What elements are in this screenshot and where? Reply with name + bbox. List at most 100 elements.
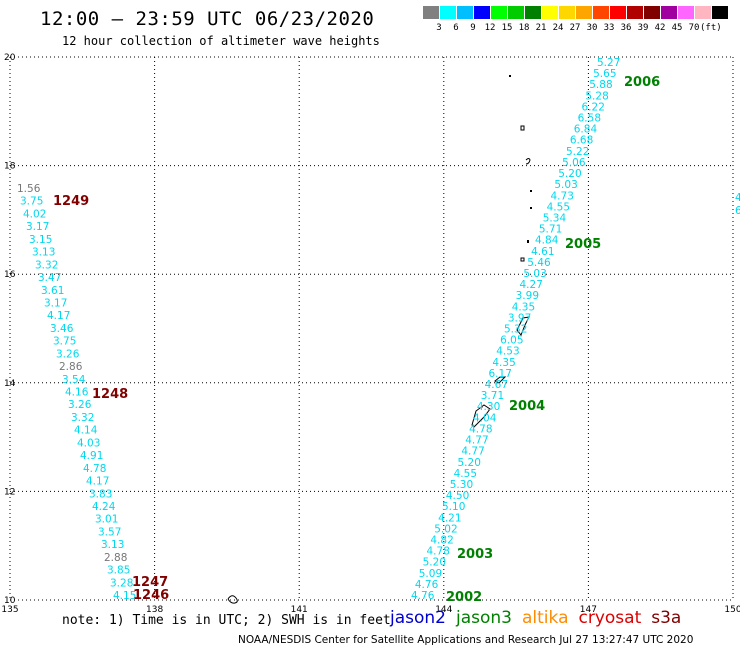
wave-height-label: 6.05 [500, 335, 523, 347]
wave-height-label: 3.97 [508, 312, 531, 324]
edge-labels: 46 [735, 192, 740, 217]
island-outline [494, 376, 507, 384]
wave-height-label: 4.55 [454, 468, 477, 480]
longitude-label: 144 [435, 605, 452, 615]
latitude-label: 10 [4, 596, 16, 606]
wave-height-label: 3.17 [26, 221, 49, 233]
island-outline [471, 404, 491, 428]
wave-height-label: 3.26 [68, 399, 92, 411]
pass-time-label: 2004 [509, 399, 545, 414]
wave-height-label: 4 [735, 192, 740, 204]
wave-height-label: 4.17 [86, 476, 109, 488]
latitude-label: 18 [4, 162, 16, 172]
color-scale-label: 30 [586, 23, 598, 33]
wave-height-label: 4.61 [531, 246, 554, 258]
axis-labels: 135 138 141 144 147 150 10 12 14 16 18 20 [1, 53, 740, 615]
map-grid [9, 56, 734, 601]
wave-height-label: 5.20 [558, 168, 581, 180]
color-scale-label: 45 [671, 23, 683, 33]
color-swatch [508, 6, 524, 19]
wave-height-label: 3.28 [110, 577, 133, 589]
legend-item-cryosat: cryosat [578, 608, 642, 628]
wave-height-label: 5.06 [562, 157, 586, 169]
color-swatch [525, 6, 541, 19]
island-outline [525, 158, 531, 165]
right-altimeter-track: 5.275.655.885.286.226.586.846.685.225.06… [411, 57, 620, 602]
wave-height-label: 3.32 [35, 259, 58, 271]
wave-height-label: 4.24 [92, 501, 116, 513]
color-swatch [593, 6, 609, 19]
wave-height-label: 4.76 [411, 590, 435, 602]
wave-height-label: 3.71 [481, 390, 504, 402]
pass-time-label: 1247 [132, 575, 168, 590]
color-scale-label: 36 [620, 23, 632, 33]
legend-item-s3a: s3a [651, 608, 682, 628]
wave-height-label: 3.75 [20, 196, 43, 208]
wave-height-label: 3.13 [32, 247, 55, 259]
color-swatch [542, 6, 558, 19]
wave-height-label: 5.02 [434, 523, 457, 535]
longitude-label: 141 [291, 605, 308, 615]
wave-height-label: 4.16 [65, 387, 89, 399]
island-outline [509, 75, 511, 77]
pass-time-label: 2006 [624, 75, 660, 90]
wave-height-label: 3.47 [38, 272, 61, 284]
wave-height-label: 5.10 [442, 501, 465, 513]
color-scale-label: 18 [518, 23, 530, 33]
color-scale-label: 42 [654, 23, 666, 33]
wave-height-label: 4.91 [80, 450, 103, 462]
wave-height-label: 3.83 [89, 488, 112, 500]
island-outline [520, 257, 525, 262]
wave-height-label: 6.84 [574, 124, 598, 136]
wave-height-label: 4.77 [465, 435, 488, 447]
wave-height-label: 4.82 [430, 534, 453, 546]
color-scale-label: 15 [501, 23, 513, 33]
wave-height-label: 4.50 [446, 490, 469, 502]
wave-height-label: 6.22 [582, 101, 605, 113]
wave-height-label: 3.75 [53, 336, 76, 348]
color-scale-label: 9 [470, 23, 476, 33]
wave-height-label: 3.61 [41, 285, 64, 297]
wave-height-label: 5.88 [589, 79, 612, 91]
legend-item-altika: altika [522, 608, 569, 628]
wave-height-label: 5.03 [523, 268, 546, 280]
color-swatch [559, 6, 575, 19]
wave-height-label: 1.56 [17, 183, 41, 195]
island-outlines [227, 75, 532, 604]
island-outline [227, 595, 238, 604]
wave-height-label: 3.54 [62, 374, 86, 386]
color-scale-unit: (ft) [700, 23, 722, 33]
pass-time-label: 1248 [92, 387, 128, 402]
wave-height-label: 3.15 [29, 234, 52, 246]
longitude-label: 150 [724, 605, 740, 615]
longitude-label: 147 [580, 605, 597, 615]
wave-height-label: 3.01 [95, 514, 118, 526]
wave-height-label: 5.65 [593, 68, 616, 80]
color-scale-label: 24 [552, 23, 564, 33]
wave-height-label: 3.99 [516, 290, 539, 302]
color-swatch [440, 6, 456, 19]
color-swatch [474, 6, 490, 19]
wave-height-label: 5.09 [419, 568, 442, 580]
wave-height-label: 4.21 [438, 512, 461, 524]
wave-height-label: 4.53 [496, 346, 519, 358]
pass-time-label: 1249 [53, 194, 89, 209]
pass-time-label: 2003 [457, 547, 493, 562]
wave-height-label: 3.17 [44, 297, 67, 309]
wave-height-label: 3.46 [50, 323, 74, 335]
wave-height-label: 5.32 [504, 324, 527, 336]
wave-height-label: 4.67 [485, 379, 508, 391]
longitude-label: 138 [146, 605, 163, 615]
wave-height-label: 6 [735, 205, 740, 217]
color-swatch [712, 6, 728, 19]
latitude-label: 16 [4, 270, 16, 280]
wave-height-label: 4.35 [512, 301, 535, 313]
latitude-label: 20 [4, 53, 16, 63]
color-scale-label: 33 [603, 23, 615, 33]
island-outline [530, 207, 532, 209]
wave-height-label: 2.86 [59, 361, 83, 373]
wave-height-label: 4.02 [23, 208, 46, 220]
satellite-legend: jason2 jason3 altika cryosat s3a [390, 608, 691, 628]
wave-height-label: 2.88 [104, 552, 127, 564]
chart-subtitle: 12 hour collection of altimeter wave hei… [62, 34, 380, 48]
